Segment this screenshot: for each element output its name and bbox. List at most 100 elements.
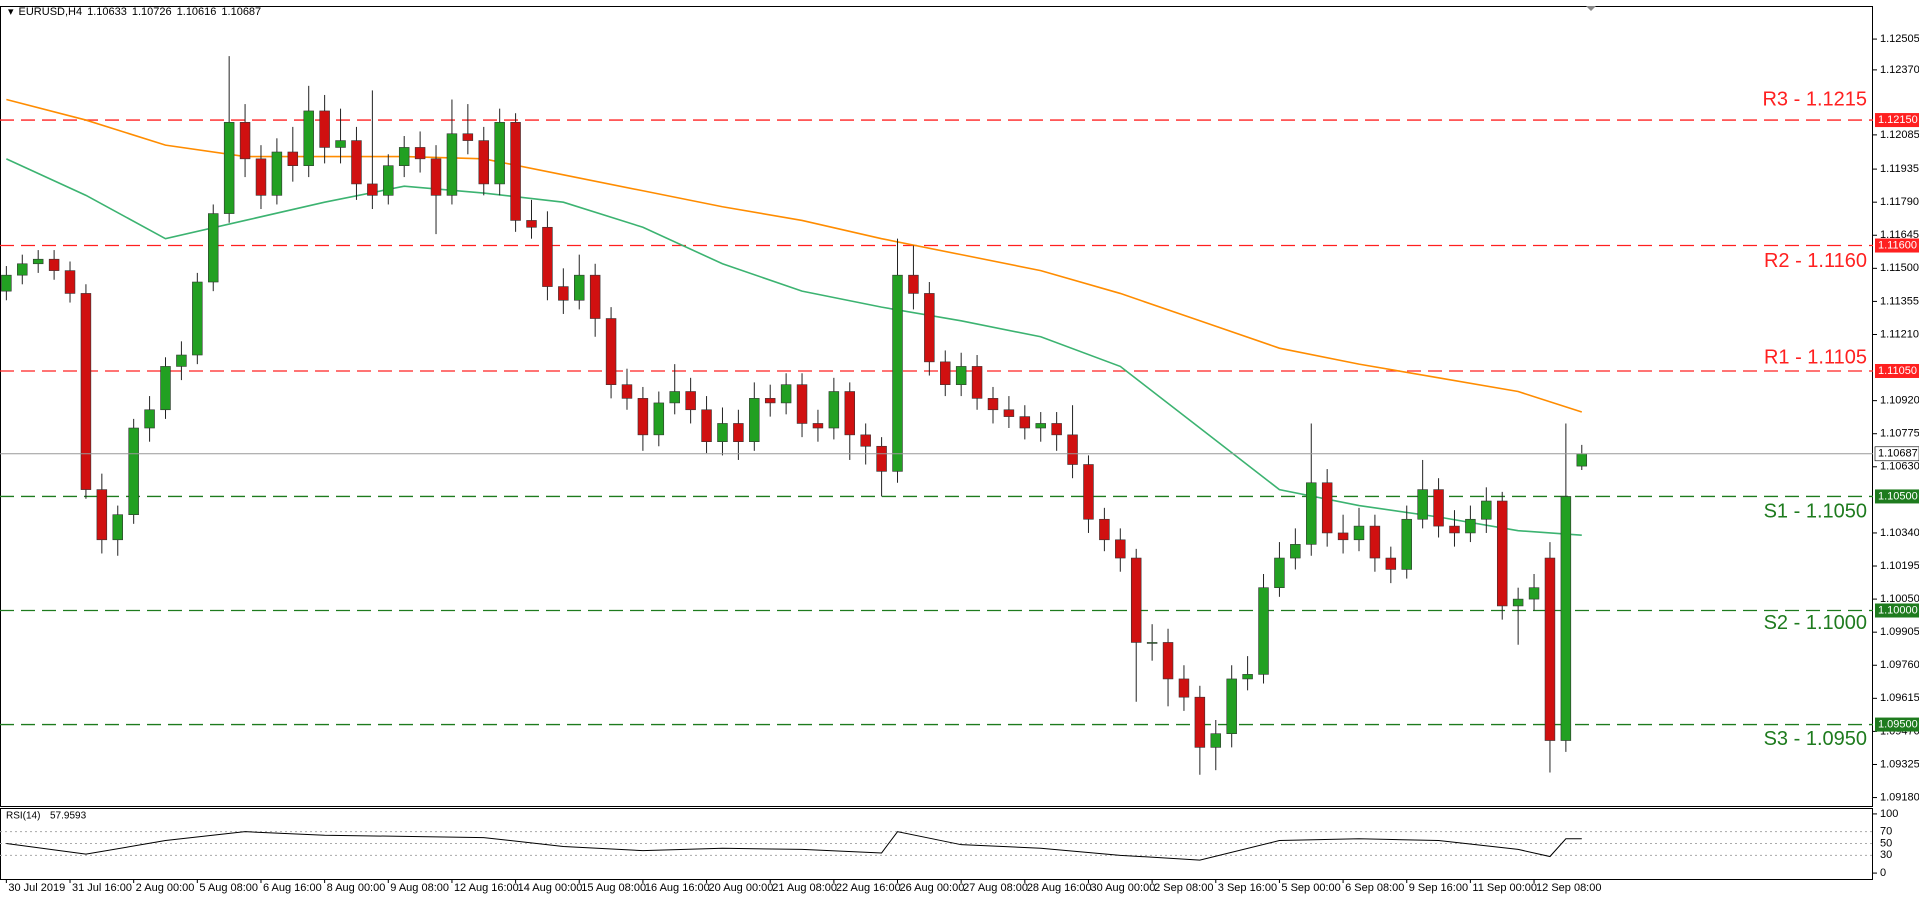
candle-body — [17, 263, 28, 276]
main-panel — [0, 6, 1873, 807]
y-tick-label: 1.09325 — [1880, 758, 1919, 770]
x-tick-label: 16 Aug 16:00 — [645, 882, 710, 894]
rsi-tick-label: 0 — [1880, 867, 1886, 879]
candle-body — [764, 398, 776, 404]
candle-body — [478, 140, 489, 185]
x-tick-label: 9 Aug 08:00 — [390, 882, 449, 894]
candle-body — [32, 258, 44, 265]
y-tick-label: 1.10920 — [1880, 395, 1919, 407]
candle-body — [48, 258, 60, 271]
candle-body — [1417, 489, 1428, 520]
level-price-box — [1875, 717, 1919, 732]
symbol: EURUSD,H4 — [18, 5, 83, 18]
candle-body — [1353, 525, 1365, 541]
current-price-box — [1874, 446, 1919, 462]
candle-body — [892, 274, 903, 472]
candle-body — [717, 423, 728, 443]
close: 1.10687 — [221, 5, 262, 18]
y-tick-label: 1.10195 — [1880, 560, 1919, 572]
level-label: R3 - 1.1215 — [1762, 88, 1867, 110]
level-price-label: 1.11600 — [1878, 239, 1917, 251]
candle-body — [494, 122, 505, 185]
candle-body — [1162, 642, 1174, 680]
candle-body — [812, 423, 824, 429]
candle-body — [510, 122, 521, 221]
x-tick-label: 5 Aug 08:00 — [199, 882, 258, 894]
candle-body — [924, 293, 935, 363]
y-tick-label: 1.09615 — [1880, 692, 1919, 704]
candle-body — [685, 391, 696, 411]
moving-average — [6, 98, 1583, 413]
level-price-label: 1.10500 — [1878, 490, 1918, 502]
candle-body — [383, 165, 394, 196]
y-tick-label: 1.12370 — [1880, 64, 1919, 76]
candle-body — [80, 293, 92, 490]
candle-body — [1067, 434, 1078, 465]
y-tick-label: 1.12085 — [1880, 129, 1919, 141]
candle-body — [1385, 557, 1397, 570]
x-tick-label: 12 Sep 08:00 — [1536, 882, 1601, 894]
level-price-label: 1.12150 — [1878, 114, 1918, 126]
candle-body — [223, 122, 235, 214]
candle-body — [1544, 557, 1556, 741]
scroll-marker — [1586, 6, 1596, 11]
candle-body — [1083, 464, 1094, 520]
rsi-line — [6, 831, 1582, 861]
candle-body — [1, 274, 12, 292]
y-tick-label: 1.11790 — [1880, 196, 1919, 208]
candle-body — [1306, 482, 1317, 545]
candle-body — [908, 274, 919, 294]
y-tick-label: 1.10775 — [1880, 428, 1919, 440]
candle-body — [1226, 678, 1237, 734]
candle-body — [621, 384, 633, 399]
candle-body — [669, 391, 680, 404]
y-tick-label: 1.11210 — [1880, 328, 1919, 340]
x-tick-label: 15 Aug 08:00 — [581, 882, 646, 894]
candle-body — [1512, 598, 1524, 607]
candle-body — [1019, 416, 1031, 429]
level-label: R1 - 1.1105 — [1764, 346, 1867, 368]
candle-body — [335, 140, 346, 148]
candle-body — [255, 158, 267, 196]
candle-body — [430, 158, 442, 196]
candle-body — [605, 318, 617, 385]
candle-body — [955, 366, 967, 385]
level-price-label: 1.09500 — [1878, 718, 1918, 730]
x-tick-label: 21 Aug 08:00 — [772, 882, 837, 894]
candle-body — [1369, 525, 1381, 559]
candle-body — [96, 489, 108, 541]
level-label: S1 - 1.1050 — [1764, 501, 1867, 523]
high: 1.10726 — [131, 5, 172, 18]
low: 1.10616 — [176, 5, 217, 18]
x-tick-label: 9 Sep 16:00 — [1409, 882, 1468, 894]
candle-body — [192, 281, 203, 356]
candle-body — [1496, 500, 1508, 607]
rsi-name: RSI(14) — [6, 811, 40, 822]
x-tick-label: 31 Jul 16:00 — [72, 882, 132, 894]
x-tick-label: 6 Sep 08:00 — [1345, 882, 1404, 894]
x-tick-label: 5 Sep 00:00 — [1281, 882, 1340, 894]
x-tick-label: 2 Sep 08:00 — [1154, 882, 1213, 894]
candle-body — [160, 366, 171, 411]
open: 1.10633 — [87, 5, 127, 18]
candle-body — [367, 183, 378, 196]
x-tick-label: 3 Sep 16:00 — [1218, 882, 1277, 894]
candle-body — [1465, 518, 1476, 534]
y-tick-label: 1.09760 — [1880, 659, 1919, 671]
level-price-box — [1875, 603, 1919, 618]
candle-body — [144, 409, 155, 429]
x-tick-label: 27 Aug 08:00 — [963, 882, 1028, 894]
candle-body — [1035, 423, 1046, 429]
x-tick-label: 30 Jul 2019 — [8, 882, 65, 894]
candle-body — [749, 398, 760, 443]
header: ▾ EURUSD,H4 1.10633 1.10726 1.10616 1.10… — [8, 5, 262, 19]
candle-body — [1051, 423, 1062, 436]
x-tick-label: 26 Aug 00:00 — [900, 882, 965, 894]
level-price-label: 1.11050 — [1878, 365, 1917, 377]
candle-body — [526, 220, 537, 228]
x-tick-label: 28 Aug 16:00 — [1027, 882, 1092, 894]
x-tick-label: 2 Aug 00:00 — [136, 882, 195, 894]
candle-body — [1321, 482, 1333, 534]
